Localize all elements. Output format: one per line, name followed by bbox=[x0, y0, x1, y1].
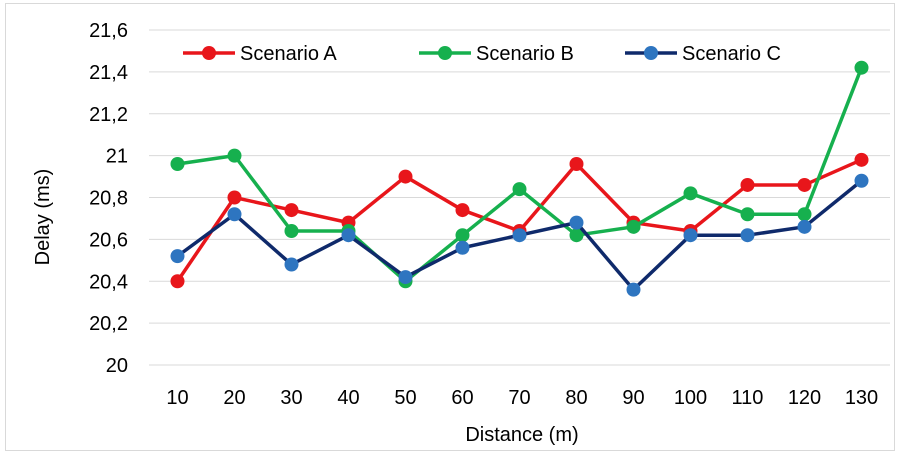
legend-marker bbox=[202, 46, 216, 60]
y-axis-title: Delay (ms) bbox=[32, 169, 54, 266]
y-tick-label: 20,6 bbox=[89, 229, 128, 251]
x-tick-label: 90 bbox=[622, 387, 644, 409]
data-point bbox=[797, 207, 812, 222]
x-axis-ticks: 10 20 30 40 50 60 70 80 90 100 110 120 130 bbox=[166, 387, 878, 409]
data-point bbox=[512, 182, 527, 197]
y-axis-ticks: 20 20,2 20,4 20,6 20,8 21 21,2 21,4 21,6 bbox=[89, 20, 128, 377]
x-tick-label: 70 bbox=[508, 387, 530, 409]
data-point bbox=[170, 274, 185, 289]
data-point bbox=[569, 228, 584, 243]
chart-frame bbox=[5, 3, 895, 451]
x-tick-label: 80 bbox=[565, 387, 587, 409]
y-tick-label: 20,2 bbox=[89, 313, 128, 335]
data-point bbox=[455, 228, 470, 243]
data-point bbox=[455, 203, 470, 218]
legend-marker bbox=[438, 46, 452, 60]
y-tick-label: 20,4 bbox=[89, 271, 128, 293]
data-point bbox=[398, 169, 413, 184]
series-line bbox=[177, 67, 864, 283]
y-tick-label: 21,6 bbox=[89, 20, 128, 42]
data-point bbox=[284, 203, 299, 218]
y-tick-label: 20,8 bbox=[89, 188, 128, 210]
x-tick-label: 110 bbox=[732, 387, 764, 409]
data-point bbox=[797, 219, 812, 234]
data-point bbox=[797, 177, 812, 192]
y-tick-label: 21,4 bbox=[89, 62, 128, 84]
x-tick-label: 120 bbox=[788, 387, 821, 409]
data-point bbox=[854, 60, 869, 75]
data-point bbox=[455, 240, 470, 255]
series-group bbox=[170, 60, 869, 297]
data-point bbox=[683, 186, 698, 201]
data-point bbox=[170, 249, 185, 264]
x-tick-label: 30 bbox=[280, 387, 302, 409]
series-scenario-c bbox=[170, 173, 869, 297]
x-tick-label: 100 bbox=[674, 387, 707, 409]
legend: Scenario A Scenario B Scenario C bbox=[183, 43, 781, 65]
data-point bbox=[227, 207, 242, 222]
data-point bbox=[512, 228, 527, 243]
data-point bbox=[227, 148, 242, 163]
legend-label: Scenario A bbox=[240, 43, 337, 65]
data-point bbox=[170, 157, 185, 171]
data-point bbox=[284, 257, 299, 272]
legend-marker bbox=[644, 46, 658, 60]
y-tick-label: 21 bbox=[106, 146, 128, 168]
series-line bbox=[176, 158, 863, 283]
data-point bbox=[569, 157, 584, 171]
x-axis-title: Distance (m) bbox=[465, 424, 578, 446]
data-point bbox=[341, 228, 356, 243]
legend-item: Scenario A bbox=[183, 43, 337, 65]
legend-label: Scenario C bbox=[682, 43, 781, 65]
x-tick-label: 50 bbox=[394, 387, 416, 409]
x-tick-label: 40 bbox=[337, 387, 359, 409]
x-tick-label: 10 bbox=[166, 387, 188, 409]
data-point bbox=[740, 177, 755, 192]
x-tick-label: 60 bbox=[451, 387, 473, 409]
gridlines bbox=[149, 29, 890, 366]
data-point bbox=[284, 224, 299, 238]
data-point bbox=[227, 190, 242, 205]
y-tick-label: 21,2 bbox=[89, 104, 128, 126]
data-point bbox=[626, 219, 641, 234]
x-tick-label: 20 bbox=[223, 387, 245, 409]
data-point bbox=[626, 282, 641, 297]
data-point bbox=[569, 215, 584, 230]
data-point bbox=[398, 270, 413, 285]
data-point bbox=[683, 228, 698, 243]
series-scenario-a bbox=[170, 152, 869, 289]
legend-label: Scenario B bbox=[476, 43, 574, 65]
y-tick-label: 20 bbox=[106, 355, 128, 377]
x-tick-label: 130 bbox=[845, 387, 878, 409]
series-scenario-b bbox=[170, 60, 869, 289]
data-point bbox=[740, 228, 755, 243]
legend-item: Scenario C bbox=[625, 43, 781, 65]
data-point bbox=[854, 152, 869, 167]
data-point bbox=[740, 207, 755, 222]
legend-item: Scenario B bbox=[419, 43, 574, 65]
data-point bbox=[854, 173, 869, 188]
